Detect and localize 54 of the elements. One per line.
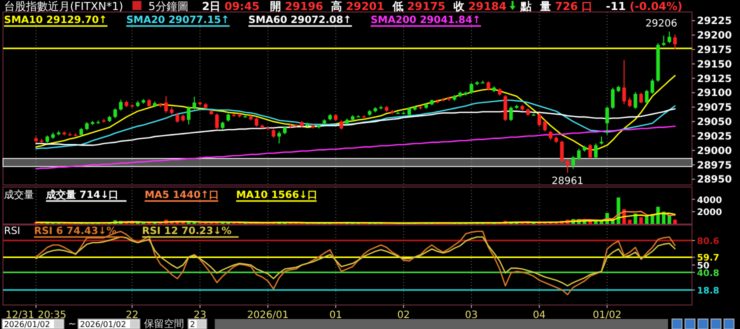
x-tick-label: 03 [465, 310, 478, 321]
y-tick-label: 29025 [697, 131, 732, 142]
text: SMA20 29077.15↑ [126, 15, 230, 26]
y-tick-label: 28975 [697, 160, 732, 172]
series-label: RSI 12 70.23↓% [142, 226, 232, 237]
x-tick-label: 23 [194, 310, 206, 321]
annotation: 點 [520, 0, 532, 13]
chart-title: 成交量 [4, 189, 34, 201]
series-label: RSI 6 74.43↓% [34, 226, 117, 237]
text: SMA60 29072.08↑ [248, 15, 352, 26]
x-tick-label: 04 [532, 310, 546, 321]
y-tick-label: 29225 [697, 16, 732, 28]
input-field: 2026/01/02 [78, 318, 140, 329]
text: MA10 1566↓口 [236, 190, 318, 201]
chart-subtitle: 5分鐘圖 [148, 0, 188, 13]
y-tick-label: 18.8 [697, 286, 720, 296]
annotation: 高 29201 [331, 0, 384, 13]
y-tick-label: 29050 [697, 117, 732, 128]
annotation: 收 29184 [453, 0, 507, 13]
text: SMA10 29129.70↑ [4, 15, 108, 26]
annotation: 28961 [552, 176, 584, 187]
y-tick-label: 29000 [697, 146, 732, 157]
chart-title: RSI [4, 226, 20, 237]
text: 保留空間 [144, 318, 184, 329]
y-tick-label: 29200 [697, 30, 732, 42]
x-tick-label: 02 [397, 310, 410, 321]
x-tick-label: 12/31 20:35 [6, 310, 66, 321]
x-tick-label: 22 [126, 310, 138, 321]
chart-title: 台股指數近月(FITXN*1) [4, 0, 124, 13]
text: SMA200 29041.84↑ [370, 15, 481, 26]
y-tick-label: 80.6 [697, 237, 720, 248]
annotation: -11 (-0.04%) [606, 0, 682, 13]
annotation: 量 726 口 [539, 0, 593, 13]
y-tick-label: 4000 [697, 196, 722, 206]
y-tick-label: 28950 [697, 174, 732, 186]
y-tick-label: 29100 [697, 88, 732, 100]
input-field: 2 [188, 318, 208, 329]
annotation: 開 29196 [270, 0, 324, 13]
y-tick-label: 29125 [697, 74, 732, 85]
x-tick-label: 01/02 [592, 310, 622, 321]
text: MA5 1440↑口 [144, 190, 219, 201]
y-tick-label: 29175 [697, 44, 732, 56]
y-tick-label: 29150 [697, 59, 732, 70]
y-tick-label: 2000 [697, 208, 722, 218]
x-tick-label: 2026/01 [247, 310, 289, 321]
annotation: 低 29175 [391, 0, 446, 13]
y-tick-label: 40.8 [697, 268, 720, 279]
annotation: 29206 [645, 18, 678, 30]
series-label: 成交量 714↓口 [45, 189, 119, 201]
input-field: 2026/01/02 [2, 318, 64, 329]
y-tick-label: 29075 [697, 102, 732, 114]
x-tick-label: 01 [329, 310, 342, 321]
text: ~ [68, 319, 76, 329]
annotation: 2日 09:45 [202, 0, 260, 13]
